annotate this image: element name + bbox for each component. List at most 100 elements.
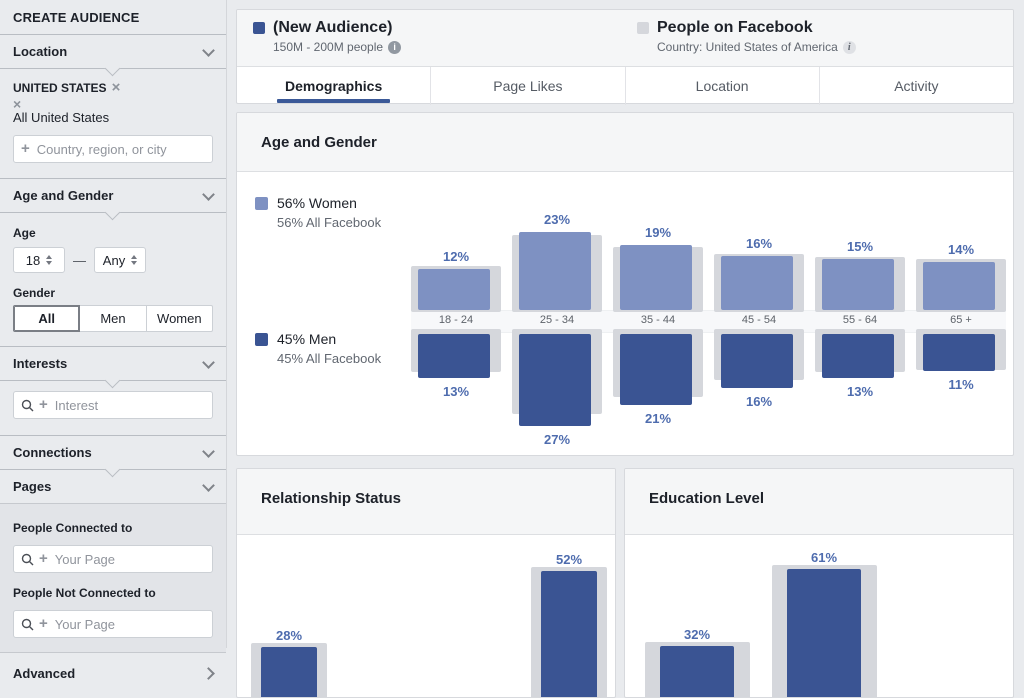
- country-tag-label: UNITED STATES: [13, 81, 107, 95]
- remove-country-icon[interactable]: ×: [111, 79, 121, 96]
- chart-bar: [541, 570, 597, 697]
- info-icon[interactable]: i: [388, 40, 402, 54]
- plus-icon: +: [21, 140, 30, 157]
- age-axis-label: 65 +: [950, 314, 972, 326]
- main-content: (New Audience) 150M - 200M people i Peop…: [236, 0, 1014, 698]
- chevron-down-icon: [202, 478, 215, 492]
- chevron-down-icon: [202, 187, 215, 201]
- divider-with-notch: [0, 204, 226, 221]
- age-to-value: Any: [102, 252, 126, 268]
- create-audience-title: CREATE AUDIENCE: [13, 10, 140, 25]
- age-gender-chart: 56% Women 56% All Facebook 45% Men 45% A…: [237, 113, 1013, 455]
- location-section-label: Location: [13, 44, 68, 59]
- bar-value-label: 13%: [442, 384, 470, 400]
- connected-page-input-box[interactable]: +: [13, 545, 213, 573]
- connections-section-header[interactable]: Connections: [0, 436, 226, 469]
- audience-size: 150M - 200M people: [273, 40, 384, 54]
- pages-section-header[interactable]: Pages: [0, 470, 226, 503]
- chart-bar: [787, 569, 861, 697]
- audience-color-chip: [253, 22, 265, 34]
- divider: [0, 178, 226, 179]
- bar-value-label: 11%: [948, 377, 974, 393]
- tab-location[interactable]: Location: [624, 67, 819, 105]
- location-input[interactable]: [34, 140, 205, 158]
- interests-section-label: Interests: [13, 356, 68, 371]
- connections-section-label: Connections: [13, 445, 92, 460]
- bar-value-label: 32%: [683, 627, 711, 643]
- relationship-status-panel: Relationship Status 28% 52%: [236, 468, 616, 698]
- divider: [0, 34, 226, 35]
- age-range-separator: —: [73, 252, 86, 268]
- sort-arrows-icon: [46, 255, 53, 265]
- tab-demographics[interactable]: Demographics: [237, 67, 430, 105]
- bar-value-label: 21%: [644, 411, 672, 427]
- bar-value-label: 15%: [846, 239, 874, 254]
- info-icon-italic[interactable]: i: [842, 40, 856, 54]
- relationship-panel-header: Relationship Status: [237, 469, 615, 535]
- tab-activity[interactable]: Activity: [818, 67, 1013, 105]
- age-axis-label: 18 - 24: [438, 314, 474, 326]
- audience-block: (New Audience) 150M - 200M people i: [253, 19, 402, 54]
- not-connected-to-label: People Not Connected to: [13, 586, 156, 600]
- audience-summary-panel: (New Audience) 150M - 200M people i Peop…: [236, 9, 1014, 105]
- plus-icon: +: [39, 550, 48, 567]
- plus-icon: +: [39, 396, 48, 413]
- chart-bar-men: [721, 334, 793, 389]
- chart-bar-women: [519, 231, 591, 310]
- age-gender-panel-title: Age and Gender: [261, 134, 377, 151]
- advanced-section-header[interactable]: Advanced: [0, 657, 226, 690]
- pages-section-label: Pages: [13, 479, 52, 494]
- plus-icon: +: [39, 615, 48, 632]
- age-axis-label: 55 - 64: [842, 314, 878, 326]
- audience-summary-header: (New Audience) 150M - 200M people i Peop…: [237, 10, 1013, 67]
- audience-title: (New Audience): [273, 19, 393, 36]
- search-icon: [21, 399, 34, 411]
- not-connected-page-input-box[interactable]: +: [13, 610, 213, 638]
- not-connected-page-input[interactable]: [52, 615, 205, 633]
- location-input-box[interactable]: +: [13, 135, 213, 163]
- age-gender-panel-header: Age and Gender: [237, 113, 1013, 172]
- chart-bar-women: [721, 255, 793, 310]
- age-axis-label: 25 - 34: [539, 314, 575, 326]
- bar-value-label: 16%: [745, 235, 773, 251]
- chart-bar-women: [923, 262, 995, 310]
- age-from-select[interactable]: 18: [13, 247, 65, 273]
- gender-men-button[interactable]: Men: [79, 305, 147, 332]
- bar-value-label: 23%: [543, 211, 571, 227]
- gender-all-button[interactable]: All: [13, 305, 81, 332]
- gender-label: Gender: [13, 286, 56, 300]
- men-legend-sublabel: 45% All Facebook: [277, 351, 382, 366]
- age-axis-strip: [411, 310, 1006, 333]
- bar-value-label: 27%: [543, 431, 571, 447]
- chevron-down-icon: [202, 43, 215, 57]
- interest-input[interactable]: [52, 396, 205, 414]
- relationship-panel-title: Relationship Status: [261, 490, 402, 507]
- remove-region-icon[interactable]: ×: [13, 96, 22, 112]
- age-gender-section-header[interactable]: Age and Gender: [0, 179, 226, 212]
- bar-value-label: 61%: [810, 550, 838, 566]
- connected-page-input[interactable]: [52, 550, 205, 568]
- bar-value-label: 14%: [947, 242, 975, 258]
- chevron-down-icon: [202, 444, 215, 458]
- age-from-value: 18: [25, 252, 41, 268]
- tab-page-likes[interactable]: Page Likes: [430, 67, 624, 105]
- women-legend: 56% Women 56% All Facebook: [255, 195, 381, 230]
- interest-input-box[interactable]: +: [13, 391, 213, 419]
- bar-value-label: 13%: [846, 384, 874, 400]
- age-to-select[interactable]: Any: [94, 247, 146, 273]
- bar-value-label: 52%: [555, 551, 583, 567]
- legend-color-chip-women: [255, 197, 268, 210]
- divider-with-notch: [0, 372, 226, 389]
- gender-segmented-control: All Men Women: [13, 305, 213, 332]
- education-level-panel: Education Level 32% 61%: [624, 468, 1014, 698]
- chart-bar: [660, 646, 734, 697]
- benchmark-block: People on Facebook Country: United State…: [637, 19, 856, 54]
- gender-women-button[interactable]: Women: [145, 305, 213, 332]
- chart-bar-men: [822, 334, 894, 379]
- bar-value-label: 16%: [745, 394, 773, 410]
- interests-section-header[interactable]: Interests: [0, 347, 226, 380]
- location-section-header[interactable]: Location: [0, 35, 226, 68]
- men-legend: 45% Men 45% All Facebook: [255, 331, 381, 366]
- divider: [0, 346, 226, 347]
- pages-subsection: People Connected to + People Not Connect…: [0, 503, 226, 653]
